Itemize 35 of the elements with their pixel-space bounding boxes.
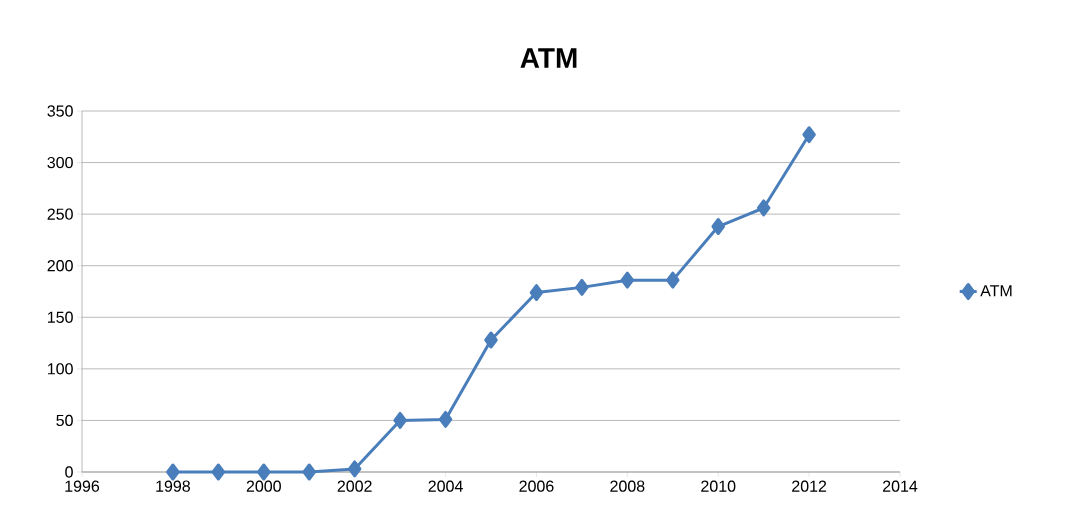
legend-label: ATM [980, 285, 1012, 297]
x-tick-label: 2014 [883, 480, 918, 492]
x-tick-label: 2000 [246, 480, 281, 492]
point [529, 284, 544, 302]
x-tick-label: 2012 [792, 480, 827, 492]
point [484, 331, 498, 349]
point [257, 463, 271, 481]
y-tick-label: 0 [65, 466, 73, 478]
y-tick-label: 350 [47, 105, 73, 117]
x-tick-label: 2008 [610, 480, 645, 492]
x-tick-label: 2002 [337, 480, 372, 492]
y-tick-label: 250 [47, 208, 73, 220]
y-tick-label: 300 [47, 156, 73, 169]
y-tick-label: 50 [56, 414, 73, 427]
x-tick-label: 2004 [428, 480, 463, 492]
y-tick-label: 150 [48, 311, 73, 323]
chart-title: ATM [520, 48, 577, 68]
point [211, 463, 226, 481]
point [438, 410, 453, 428]
x-tick-label: 2010 [701, 480, 736, 492]
x-tick-label: 1996 [65, 480, 100, 492]
point [302, 463, 316, 481]
x-tick-label: 1998 [156, 480, 190, 492]
point [166, 463, 180, 481]
point [575, 278, 589, 296]
x-tick-label: 2006 [519, 480, 554, 492]
point [756, 199, 771, 217]
point [802, 126, 816, 144]
point [393, 411, 407, 429]
y-tick-label: 100 [48, 363, 73, 375]
point [666, 271, 680, 289]
point [347, 460, 362, 478]
y-tick-label: 200 [47, 260, 73, 272]
point [620, 271, 635, 289]
point [711, 218, 725, 236]
